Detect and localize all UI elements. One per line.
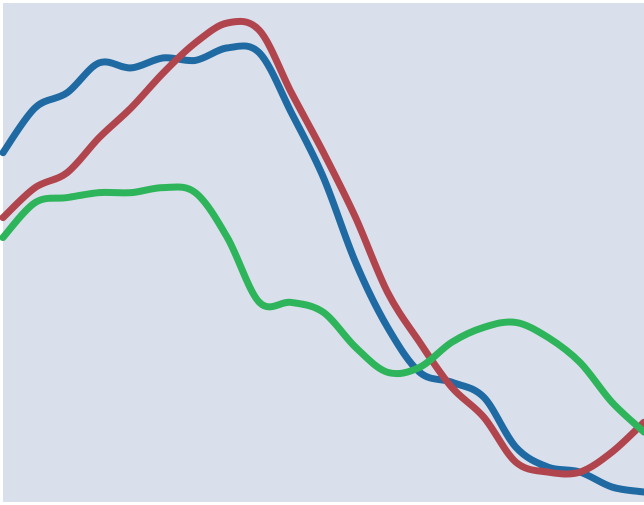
series-line-1 [0, 42, 644, 496]
series-line-3 [0, 183, 644, 436]
series-group [0, 17, 644, 496]
plot-area [3, 3, 644, 502]
series-line-2 [0, 17, 644, 478]
